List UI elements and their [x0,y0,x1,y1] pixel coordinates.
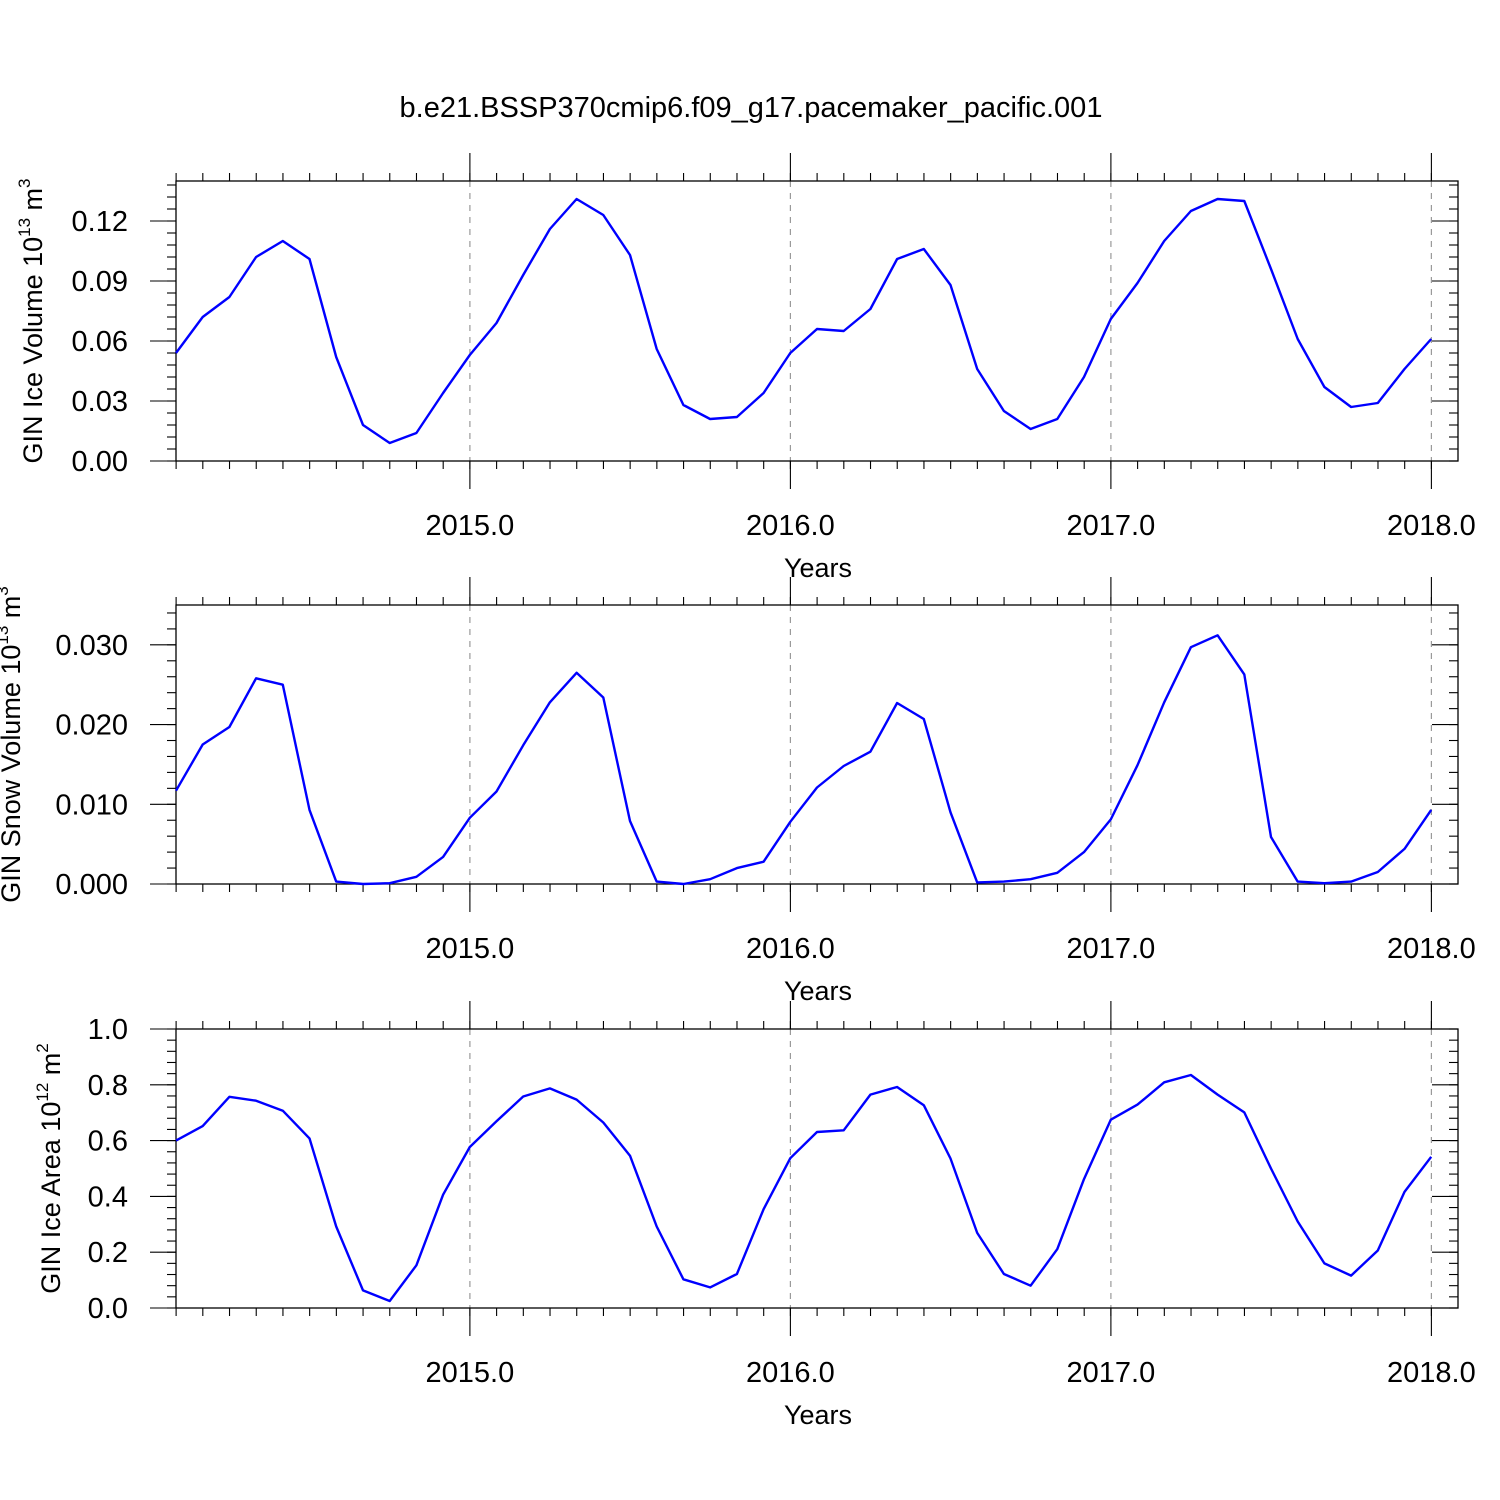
snow-volume-xtick-label-0: 2015.0 [426,933,515,965]
ice-area-ytick-label-4: 0.8 [88,1070,128,1102]
snow-volume-ytick-label-0: 0.000 [55,869,128,901]
ice-volume-xtick-label-3: 2018.0 [1387,510,1476,542]
ice-area-y-axis-title: GIN Ice Area 1012 m2 [33,1043,66,1294]
snow-volume-ytick-label-2: 0.020 [55,710,128,742]
ice-area-ytick-label-1: 0.2 [88,1237,128,1269]
ice-area-xtick-label-0: 2015.0 [426,1357,515,1389]
ice-volume-xtick-label-1: 2016.0 [746,510,835,542]
ice-volume-ytick-label-2: 0.06 [72,326,128,358]
ice-volume-ytick-label-0: 0.00 [72,446,128,478]
ice-volume-ytick-label-4: 0.12 [72,206,128,238]
ice-area-ytick-label-5: 1.0 [88,1014,128,1046]
ice-volume-panel: 2015.0 2016.0 2017.0 2018.0 0.00 0.03 0.06 0.09… [15,153,1476,583]
figure-title: b.e21.BSSP370cmip6.f09_g17.pacemaker_pac… [400,92,1103,124]
ice-area-x-axis-title: Years [784,1400,852,1430]
ice-area-series-line [175,1073,1433,1303]
snow-volume-xtick-label-1: 2016.0 [746,933,835,965]
ice-volume-xtick-label-0: 2015.0 [426,510,515,542]
ice-area-xtick-label-1: 2016.0 [746,1357,835,1389]
ice-area-plot-frame [175,1028,1459,1309]
ice-area-ytick-label-2: 0.4 [88,1181,128,1213]
ice-volume-series-line [175,197,1433,445]
ice-area-xtick-label-3: 2018.0 [1387,1357,1476,1389]
snow-volume-xtick-label-2: 2017.0 [1067,933,1156,965]
snow-volume-x-axis-title: Years [784,976,852,1006]
ice-area-ytick-label-3: 0.6 [88,1126,128,1158]
ice-volume-y-axis-title: GIN Ice Volume 1013 m3 [15,178,48,463]
ice-volume-ytick-label-1: 0.03 [72,386,128,418]
snow-volume-y-axis-title: GIN Snow Volume 1013 m3 [0,586,26,903]
snow-volume-ytick-label-3: 0.030 [55,630,128,662]
snow-volume-plot-frame [175,604,1459,885]
ice-area-xtick-label-2: 2017.0 [1067,1357,1156,1389]
ice-volume-ytick-label-3: 0.09 [72,266,128,298]
ice-volume-x-axis-title: Years [784,553,852,583]
ice-area-panel: 2015.0 2016.0 2017.0 2018.0 0.0 0.2 0.4 0.6 0.8 1… [33,1001,1476,1430]
ice-volume-xtick-label-2: 2017.0 [1067,510,1156,542]
snow-volume-xtick-label-3: 2018.0 [1387,933,1476,965]
ice-volume-plot-frame [175,180,1459,462]
snow-volume-series-line [174,634,1433,886]
ice-area-ytick-label-0: 0.0 [88,1293,128,1325]
snow-volume-panel: 2015.0 2016.0 2017.0 2018.0 0.000 0.010 0.020 0… [0,577,1476,1006]
snow-volume-ytick-label-1: 0.010 [55,789,128,821]
